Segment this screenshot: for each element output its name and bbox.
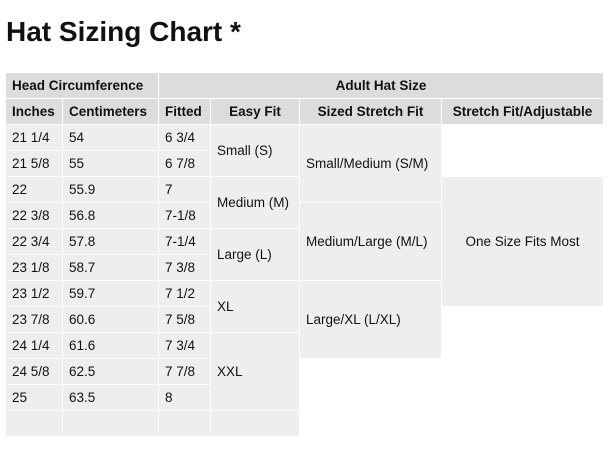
table-row: 23 7/8 60.6 7 5/8 <box>5 306 604 437</box>
cell-inches: 24 1/4 <box>5 332 63 359</box>
cell-fitted: 7 <box>158 176 211 203</box>
cell-cm: 57.8 <box>62 228 159 255</box>
cell-cm: 54 <box>62 124 159 151</box>
cell-sized-stretch: Small/Medium (S/M) <box>299 124 442 203</box>
table-row: 23 1/8 58.7 7 3/8 <box>5 254 604 281</box>
group-header-adult: Adult Hat Size <box>158 72 604 99</box>
cell-inches: 22 3/8 <box>5 202 63 229</box>
cell-inches: 22 3/4 <box>5 228 63 255</box>
cell-cm <box>62 410 159 437</box>
page-title: Hat Sizing Chart * <box>6 16 241 47</box>
cell-inches: 23 1/2 <box>5 280 63 307</box>
table-row: 24 5/8 62.5 7 7/8 <box>5 358 604 437</box>
table-row: 21 1/4 54 6 3/4 Small (S) Small/Medium (S/… <box>5 124 604 203</box>
cell-cm: 55.9 <box>62 176 159 203</box>
cell-easy-fit <box>210 410 300 437</box>
cell-cm: 62.5 <box>62 358 159 385</box>
cell-fitted: 6 7/8 <box>158 150 211 177</box>
col-fitted: Fitted <box>158 98 211 125</box>
cell-cm: 61.6 <box>62 332 159 359</box>
cell-fitted: 7 3/4 <box>158 332 211 359</box>
cell-cm: 59.7 <box>62 280 159 307</box>
cell-fitted: 7 1/2 <box>158 280 211 307</box>
cell-empty <box>441 306 604 437</box>
cell-fitted: 7 7/8 <box>158 358 211 385</box>
group-header-head: Head Circumference <box>5 72 159 99</box>
cell-fitted: 6 3/4 <box>158 124 211 151</box>
cell-easy-fit: XXL <box>210 332 300 411</box>
cell-cm: 63.5 <box>62 384 159 411</box>
cell-cm: 55 <box>62 150 159 177</box>
table-row: 25 63.5 8 <box>5 384 604 411</box>
cell-sized-stretch: Medium/Large (M/L) <box>299 202 442 281</box>
col-stretch-adjustable: Stretch Fit/Adjustable <box>441 98 604 125</box>
table-row <box>5 410 604 437</box>
cell-inches <box>5 410 63 437</box>
cell-cm: 58.7 <box>62 254 159 281</box>
cell-inches: 24 5/8 <box>5 358 63 385</box>
cell-stretch-adjustable: One Size Fits Most <box>441 176 604 307</box>
table-row: 21 5/8 55 6 7/8 <box>5 150 604 177</box>
cell-inches: 25 <box>5 384 63 411</box>
cell-fitted: 7-1/4 <box>158 228 211 255</box>
cell-fitted: 8 <box>158 384 211 411</box>
cell-inches: 22 <box>5 176 63 203</box>
col-easy-fit: Easy Fit <box>210 98 300 125</box>
cell-easy-fit: Large (L) <box>210 228 300 281</box>
cell-fitted: 7-1/8 <box>158 202 211 229</box>
cell-empty <box>441 124 604 177</box>
table-row: 22 55.9 7 Medium (M) One Size Fits Most <box>5 176 604 307</box>
cell-easy-fit: XL <box>210 280 300 333</box>
cell-sized-stretch: Large/XL (L/XL) <box>299 280 442 359</box>
cell-fitted: 7 5/8 <box>158 306 211 333</box>
cell-easy-fit: Medium (M) <box>210 176 300 229</box>
cell-cm: 60.6 <box>62 306 159 333</box>
cell-inches: 23 1/8 <box>5 254 63 281</box>
col-centimeters: Centimeters <box>62 98 159 125</box>
cell-fitted: 7 3/8 <box>158 254 211 281</box>
cell-inches: 21 5/8 <box>5 150 63 177</box>
cell-easy-fit: Small (S) <box>210 124 300 177</box>
cell-cm: 56.8 <box>62 202 159 229</box>
cell-empty <box>299 358 442 437</box>
col-sized-stretch: Sized Stretch Fit <box>299 98 442 125</box>
cell-inches: 21 1/4 <box>5 124 63 151</box>
hat-sizing-table: Head Circumference Adult Hat Size Inches… <box>5 72 604 437</box>
cell-fitted <box>158 410 211 437</box>
table-row: 23 1/2 59.7 7 1/2 XL Large/XL (L/XL) <box>5 280 604 359</box>
col-inches: Inches <box>5 98 63 125</box>
cell-inches: 23 7/8 <box>5 306 63 333</box>
